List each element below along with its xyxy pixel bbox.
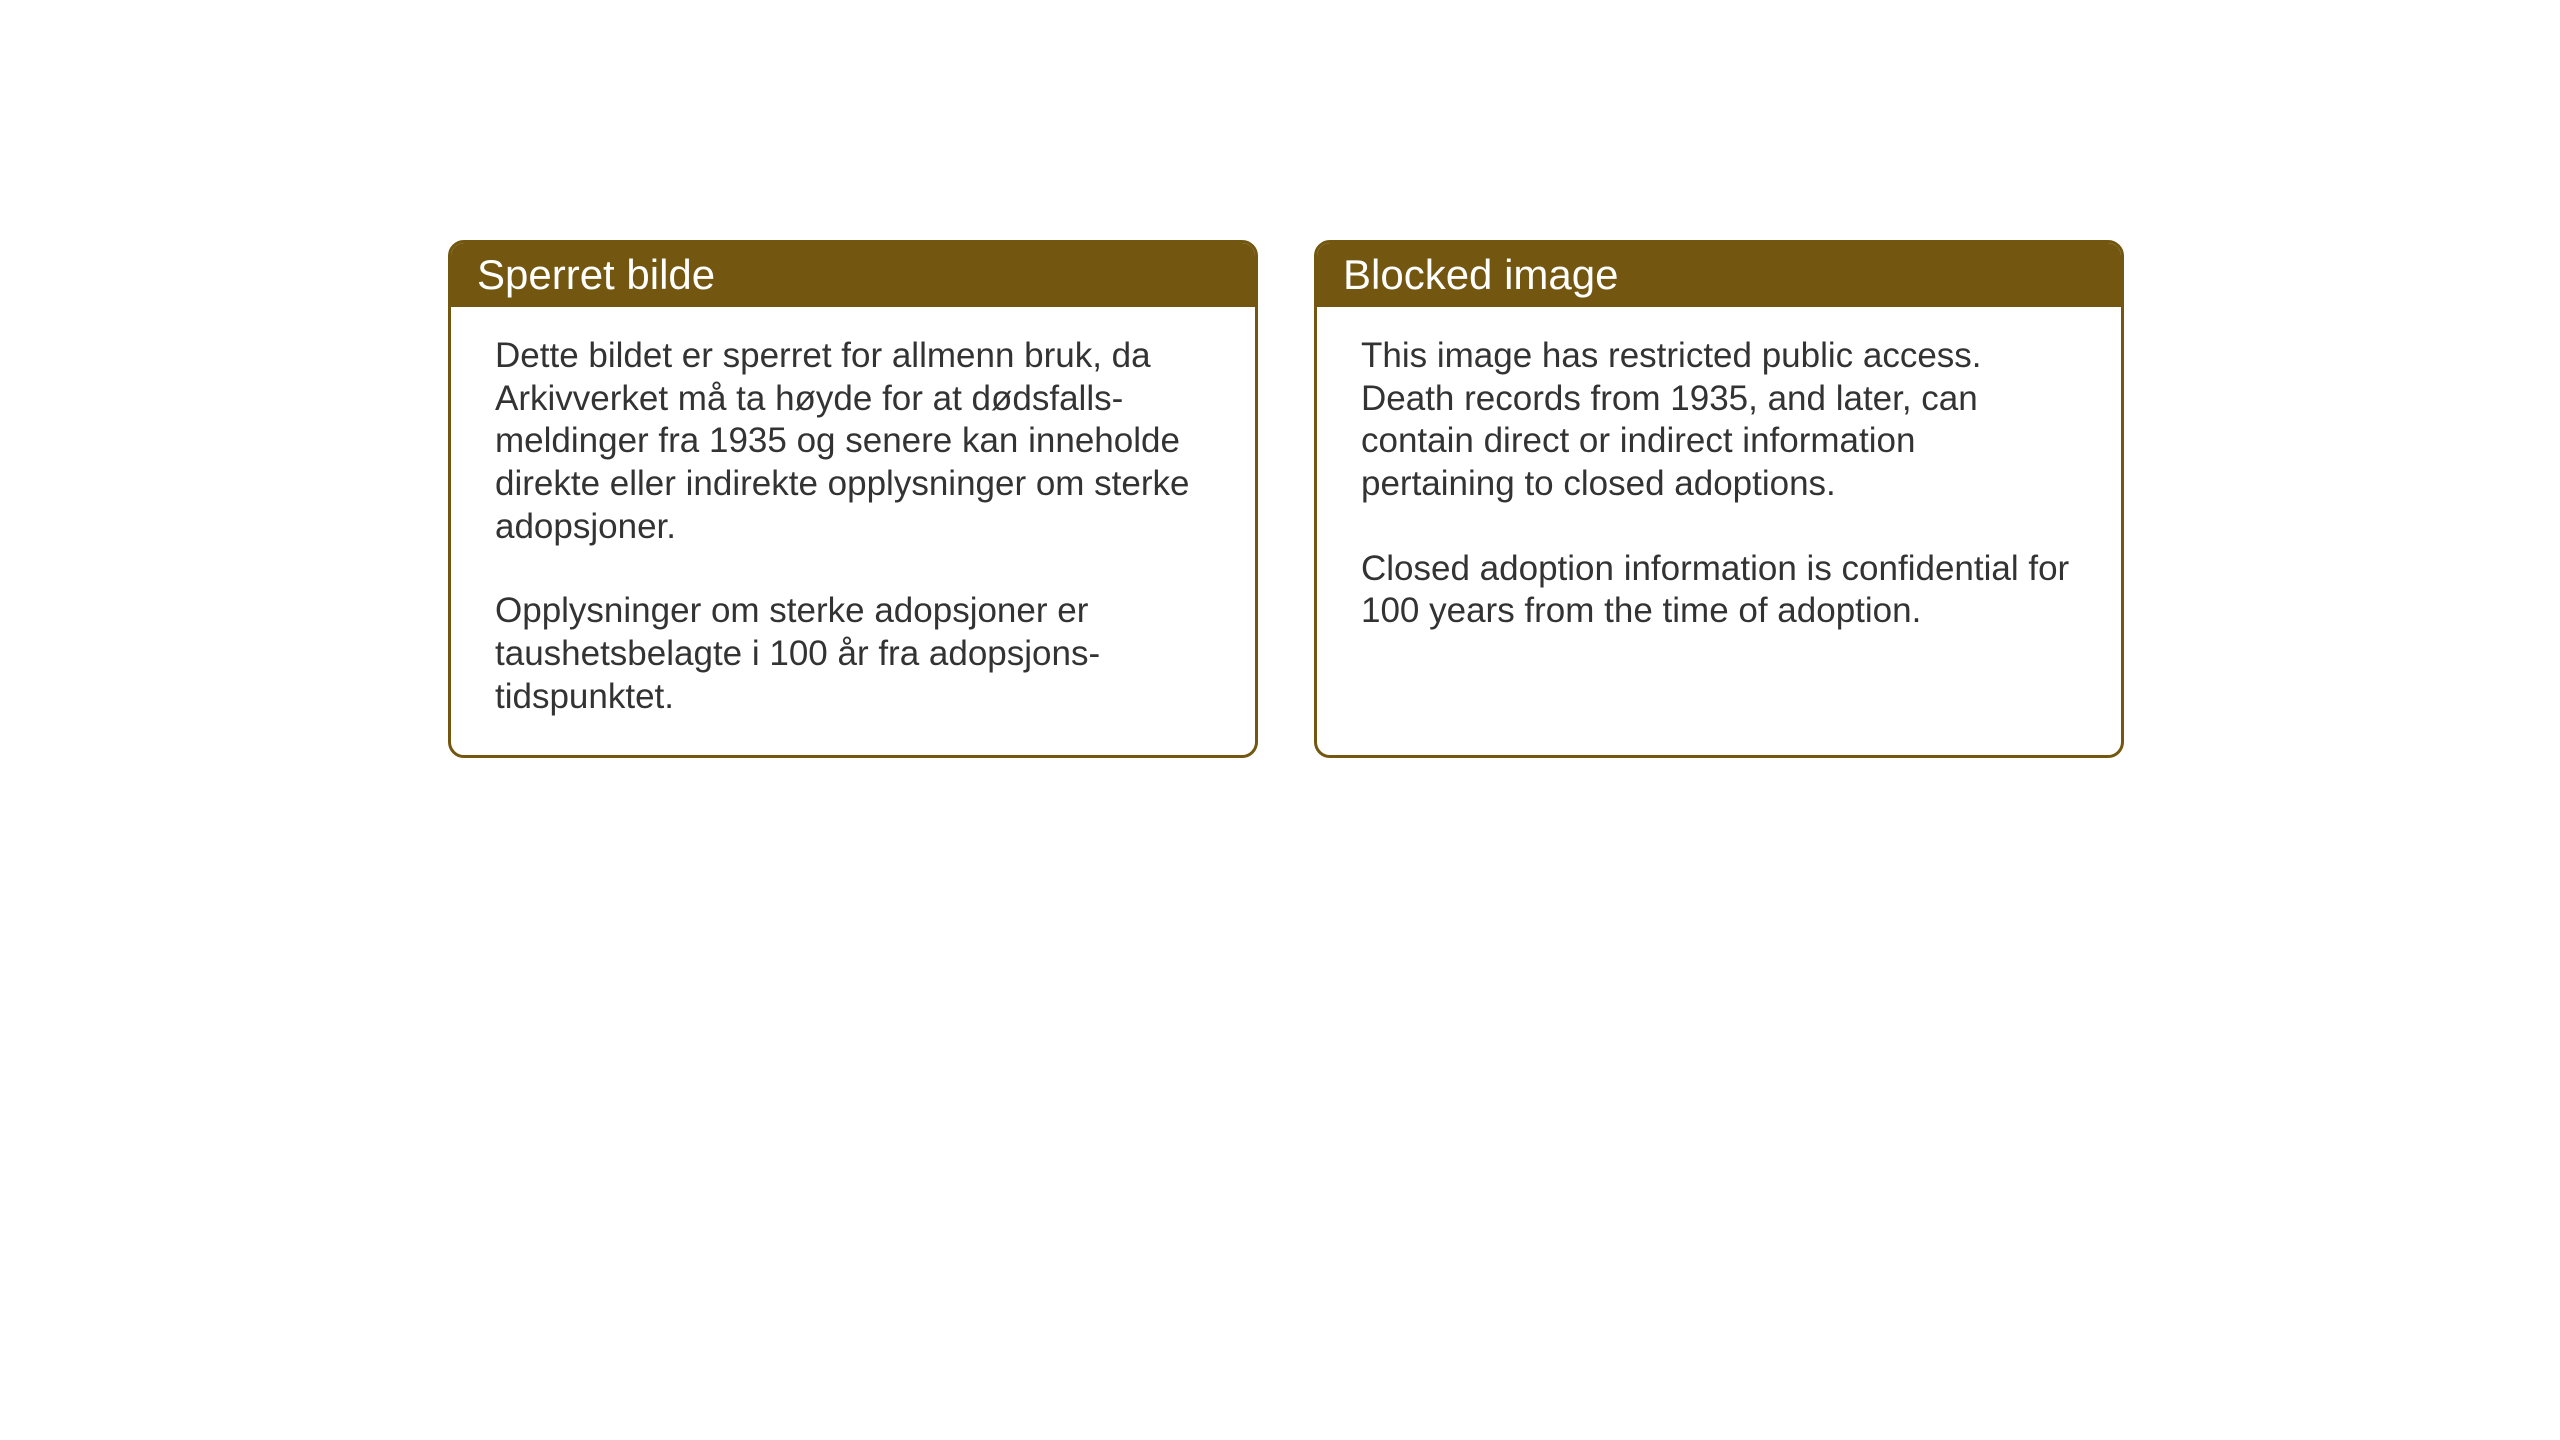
- card-norwegian: Sperret bilde Dette bildet er sperret fo…: [448, 240, 1258, 758]
- card-title-english: Blocked image: [1343, 251, 1618, 298]
- card-title-norwegian: Sperret bilde: [477, 251, 715, 298]
- card-paragraph2-english: Closed adoption information is confident…: [1361, 548, 2077, 633]
- card-paragraph1-english: This image has restricted public access.…: [1361, 335, 2077, 506]
- card-paragraph2-norwegian: Opplysninger om sterke adopsjoner er tau…: [495, 590, 1211, 718]
- card-header-norwegian: Sperret bilde: [451, 243, 1255, 307]
- cards-container: Sperret bilde Dette bildet er sperret fo…: [448, 240, 2124, 758]
- card-body-norwegian: Dette bildet er sperret for allmenn bruk…: [451, 307, 1255, 755]
- card-header-english: Blocked image: [1317, 243, 2121, 307]
- card-paragraph1-norwegian: Dette bildet er sperret for allmenn bruk…: [495, 335, 1211, 548]
- card-english: Blocked image This image has restricted …: [1314, 240, 2124, 758]
- card-body-english: This image has restricted public access.…: [1317, 307, 2121, 669]
